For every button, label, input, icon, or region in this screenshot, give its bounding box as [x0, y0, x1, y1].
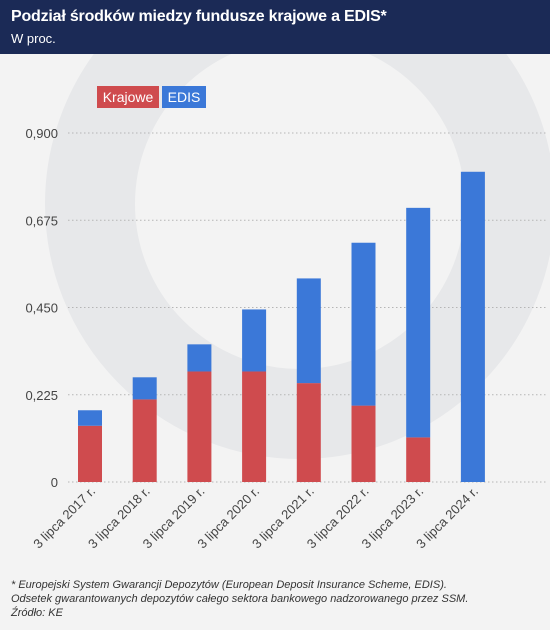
bar-edis [132, 377, 157, 400]
bar-chart: 0 0,225 0,450 0,675 0,900 3 lipca 2017 r.3 l… [25, 0, 550, 552]
footnote-line-1: * Europejski System Gwarancji Depozytów … [11, 579, 447, 591]
legend-label-edis: EDIS [168, 89, 201, 105]
y-tick-label: 0,675 [25, 213, 58, 228]
bar-edis [242, 309, 267, 372]
footnote: * Europejski System Gwarancji Depozytów … [11, 578, 541, 620]
y-tick-label: 0 [51, 475, 58, 490]
bar-krajowe [296, 383, 321, 482]
x-labels-layer: 3 lipca 2017 r.3 lipca 2018 r.3 lipca 20… [30, 484, 481, 552]
bars-layer [78, 171, 485, 482]
header-bar: Podział środków miedzy fundusze krajowe … [0, 0, 550, 54]
chart-area: 0 0,225 0,450 0,675 0,900 3 lipca 2017 r. 3 l… [0, 0, 550, 574]
legend-swatch-edis [162, 86, 206, 108]
bar-krajowe [406, 437, 431, 482]
legend: Krajowe EDIS [97, 86, 206, 108]
bar-edis [78, 410, 102, 426]
bar-edis [460, 171, 485, 482]
y-tick-label: 0,450 [25, 301, 58, 316]
bar-krajowe [242, 371, 267, 482]
bar-krajowe [132, 399, 157, 482]
bar-krajowe [351, 405, 376, 482]
legend-label-krajowe: Krajowe [103, 89, 154, 105]
y-tick-label: 0,900 [25, 126, 58, 141]
footnote-line-2: Odsetek gwarantowanych depozytów całego … [11, 593, 469, 605]
bar-edis [187, 344, 212, 372]
bar-krajowe [78, 425, 102, 482]
footnote-line-3: Źródło: KE [11, 607, 63, 619]
bar-edis [406, 207, 431, 438]
bar-krajowe [187, 371, 212, 482]
bar-edis [351, 242, 376, 406]
y-tick-label: 0,225 [25, 388, 58, 403]
legend-swatch-krajowe [97, 86, 159, 108]
chart-title: Podział środków miedzy fundusze krajowe … [11, 8, 387, 25]
bar-edis [296, 278, 321, 384]
chart-subtitle: W proc. [11, 31, 56, 46]
